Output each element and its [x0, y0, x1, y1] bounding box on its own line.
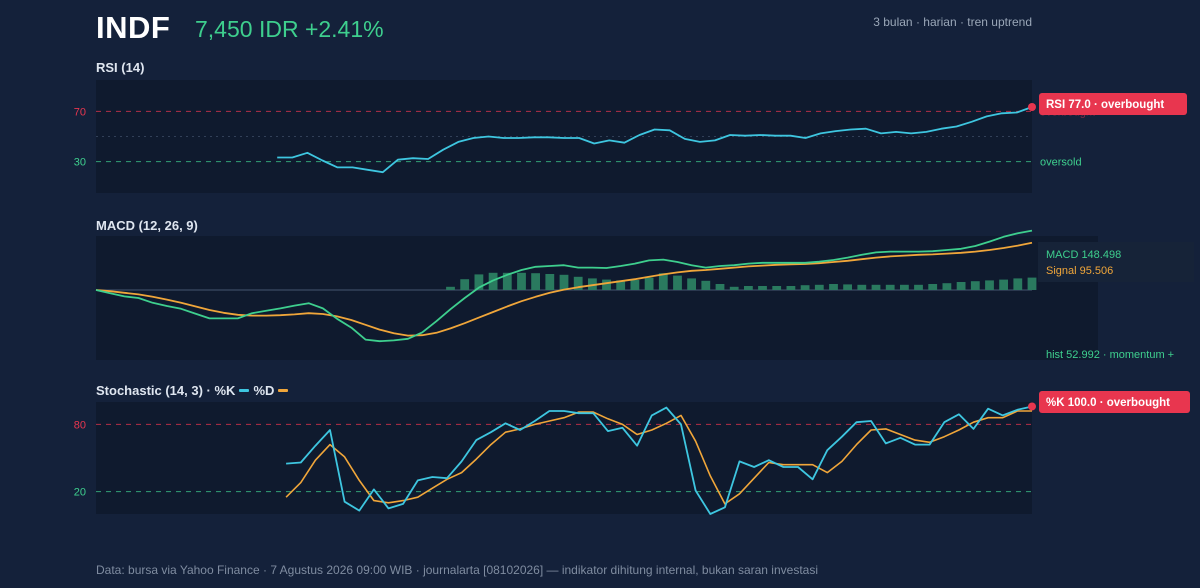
macd-hist-bar — [814, 284, 824, 290]
macd-hist-bar — [843, 284, 852, 290]
stochastic-badge — [1039, 391, 1190, 413]
macd-hist-bar — [531, 273, 540, 290]
stochastic-badge-text: %K 100.0 · overbought — [1046, 397, 1170, 409]
macd-hist-bar — [573, 276, 583, 290]
macd-hist-bar — [985, 280, 994, 290]
d-legend-swatch — [278, 389, 289, 392]
stochastic-tick-label: 20 — [74, 487, 86, 499]
macd-hist-bar — [446, 286, 455, 290]
macd-hist-bar — [758, 286, 767, 290]
rsi-line — [277, 106, 1033, 174]
ticker-symbol: INDF — [96, 10, 171, 45]
macd-value-label: MACD 148.498 — [1046, 249, 1121, 261]
macd-hist-bar — [900, 284, 909, 290]
stochastic-panel-bg — [96, 402, 1032, 514]
macd-hist-bar — [460, 279, 470, 290]
stochastic-title-text: Stochastic (14, 3) · %K — [96, 383, 236, 398]
macd-line — [95, 229, 1033, 343]
footer-source: Data: bursa via Yahoo Finance · 7 Agustu… — [96, 563, 818, 577]
macd-hist-bar — [729, 286, 739, 290]
rsi-tick-label: 70 — [74, 106, 86, 118]
stochastic-title: Stochastic (14, 3) · %K %D — [96, 383, 289, 398]
macd-label-box — [1038, 242, 1194, 282]
macd-hist-bar — [673, 275, 682, 290]
k-legend-swatch — [239, 389, 250, 392]
macd-hist-bar — [658, 273, 668, 290]
macd-hist-bar — [800, 285, 810, 290]
macd-hist-bar — [885, 284, 895, 290]
macd-hist-bar — [786, 286, 796, 290]
macd-hist-bar — [687, 278, 696, 290]
macd-hist-bar — [914, 284, 923, 290]
macd-hist-bar — [829, 284, 838, 290]
d-legend-label: %D — [253, 383, 275, 398]
stochastic-d-line — [285, 410, 1032, 505]
macd-hist-bar — [559, 274, 569, 290]
macd-hist-bar — [474, 274, 484, 290]
macd-hist-bar — [715, 284, 725, 290]
macd-hist-bar — [871, 284, 881, 290]
macd-hist-bar — [545, 274, 555, 290]
macd-hist-bar — [942, 283, 952, 290]
rsi-ref-label: oversold — [1040, 157, 1082, 169]
macd-hist-bar — [630, 280, 640, 290]
macd-hist-bar — [1013, 278, 1023, 290]
rsi-last-point — [1028, 102, 1036, 111]
macd-hist-bar — [588, 278, 597, 290]
rsi-tick-label: 30 — [74, 157, 86, 169]
stochastic-last-point — [1028, 402, 1036, 411]
macd-signal-line — [95, 241, 1033, 337]
macd-hist-bar — [1027, 277, 1037, 290]
macd-hist-bar — [956, 282, 966, 290]
rsi-badge-text: RSI 77.0 · overbought — [1046, 99, 1164, 111]
rsi-title: RSI (14) — [96, 60, 145, 75]
macd-hist-bar — [744, 286, 753, 290]
macd-hist-bar — [602, 279, 611, 290]
macd-hist-bar — [772, 286, 782, 290]
macd-panel-bg — [96, 236, 1098, 360]
stochastic-k-line — [286, 405, 1033, 515]
signal-value-label: Signal 95.506 — [1046, 265, 1113, 277]
macd-hist-bar — [644, 277, 654, 290]
rsi-badge — [1039, 93, 1187, 115]
stochastic-tick-label: 80 — [74, 419, 86, 431]
price-change: 7,450 IDR +2.41% — [195, 16, 384, 42]
chart-meta: 3 bulan · harian · tren uptrend — [873, 15, 1032, 29]
macd-hist-bar — [502, 272, 512, 290]
macd-hist-bar — [928, 284, 938, 290]
macd-hist-bar — [857, 284, 867, 290]
macd-hist-bar — [517, 272, 526, 290]
macd-hist-bar — [701, 280, 711, 290]
macd-hist-bar — [616, 280, 626, 290]
macd-title: MACD (12, 26, 9) — [96, 218, 198, 233]
macd-hist-bar — [970, 281, 980, 290]
hist-value-label: hist 52.992 · momentum + — [1046, 349, 1174, 361]
macd-hist-bar — [999, 279, 1008, 290]
